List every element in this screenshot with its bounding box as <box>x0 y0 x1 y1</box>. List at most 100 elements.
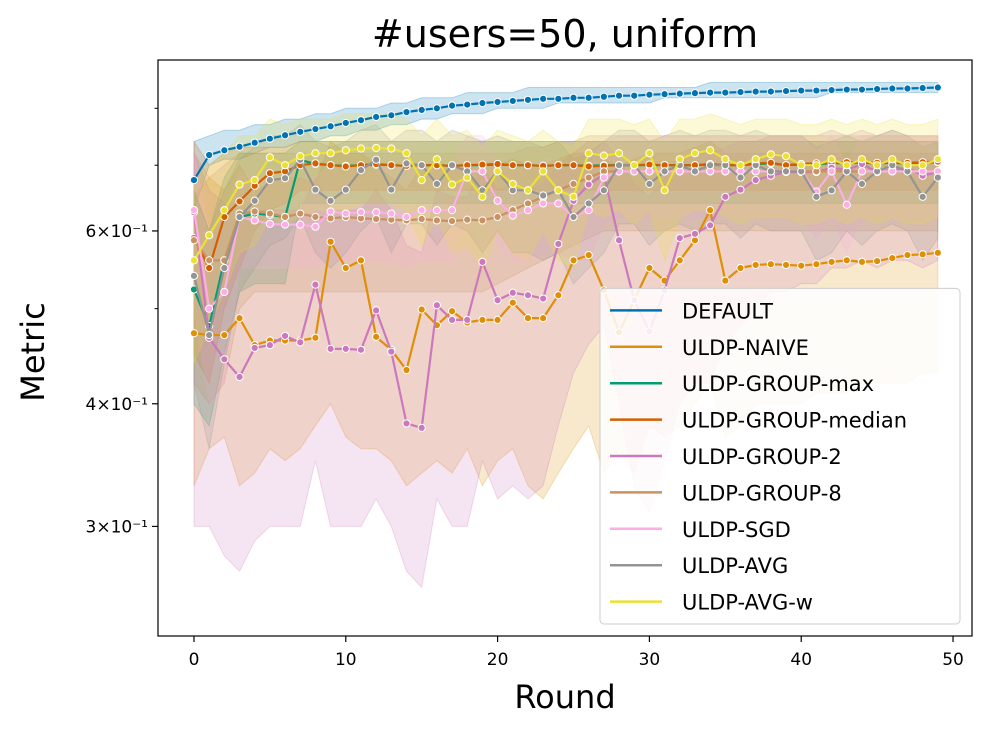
point-marker <box>736 88 745 97</box>
point-marker <box>584 206 593 215</box>
legend-label: DEFAULT <box>682 299 773 323</box>
point-marker <box>539 94 548 103</box>
point-marker <box>645 149 654 158</box>
point-marker <box>812 86 821 95</box>
point-marker <box>463 100 472 109</box>
point-marker <box>766 260 775 269</box>
confidence-band <box>193 113 939 364</box>
point-marker <box>493 296 502 305</box>
point-marker <box>493 167 502 176</box>
point-marker <box>614 161 624 170</box>
point-marker <box>812 260 821 269</box>
point-marker <box>523 199 533 208</box>
plot-frame <box>157 59 973 637</box>
y-tick-label: 6×10⁻¹ <box>86 222 148 242</box>
point-marker <box>280 212 290 222</box>
point-marker <box>736 185 745 194</box>
point-marker <box>842 85 851 94</box>
point-marker <box>888 155 897 164</box>
point-marker <box>250 343 259 353</box>
point-marker <box>432 179 441 189</box>
point-marker <box>356 208 366 217</box>
point-marker <box>842 161 851 170</box>
point-marker <box>569 161 578 170</box>
legend-label: ULDP-SGD <box>682 518 791 542</box>
point-marker <box>660 90 669 99</box>
point-marker <box>721 276 730 285</box>
point-marker <box>584 173 593 182</box>
point-marker <box>539 314 548 323</box>
point-marker <box>478 167 487 176</box>
point-marker <box>463 315 472 324</box>
point-marker <box>235 142 244 151</box>
confidence-band <box>193 135 939 405</box>
y-tick-label: 3×10⁻¹ <box>86 517 148 537</box>
point-marker <box>873 257 882 266</box>
point-marker <box>766 158 775 167</box>
point-marker <box>614 236 624 245</box>
point-marker <box>235 212 244 222</box>
point-marker <box>614 149 624 158</box>
point-marker <box>205 304 214 313</box>
point-marker <box>372 332 381 341</box>
point-marker <box>630 91 639 100</box>
point-marker <box>766 87 775 96</box>
point-marker <box>690 229 700 238</box>
point-marker <box>599 92 608 101</box>
point-marker <box>751 260 760 270</box>
point-marker <box>797 161 806 170</box>
point-marker <box>296 220 305 229</box>
point-marker <box>736 173 745 182</box>
point-marker <box>660 167 669 176</box>
point-marker <box>235 180 244 189</box>
point-marker <box>675 256 684 265</box>
point-marker <box>372 214 381 224</box>
point-marker <box>311 280 320 289</box>
point-marker <box>827 155 836 164</box>
point-marker <box>706 161 715 170</box>
point-marker <box>280 220 290 229</box>
point-marker <box>751 176 760 185</box>
point-marker <box>417 176 426 185</box>
point-marker <box>447 206 457 215</box>
point-marker <box>523 186 533 195</box>
point-marker <box>584 180 593 189</box>
point-marker <box>918 250 927 259</box>
point-marker <box>888 84 897 93</box>
point-marker <box>372 143 381 153</box>
point-marker <box>933 173 942 182</box>
confidence-band <box>193 82 939 211</box>
point-marker <box>189 176 199 185</box>
point-marker <box>630 161 639 170</box>
point-marker <box>432 206 441 215</box>
point-marker <box>508 298 517 307</box>
point-marker <box>903 161 912 170</box>
point-marker <box>478 98 487 108</box>
point-marker <box>721 88 730 97</box>
point-marker <box>220 330 229 340</box>
point-marker <box>508 179 517 189</box>
point-marker <box>189 329 199 338</box>
confidence-band <box>193 123 939 449</box>
point-marker <box>326 149 335 158</box>
point-marker <box>311 333 320 342</box>
point-marker <box>296 209 305 218</box>
point-marker <box>903 250 912 260</box>
y-axis-label: Metric <box>14 302 52 401</box>
legend: DEFAULT ULDP-NAIVE ULDP-GROUP-max ULDP-GROU… <box>599 287 961 625</box>
point-marker <box>554 291 563 300</box>
point-marker <box>523 95 533 104</box>
point-marker <box>599 186 608 195</box>
point-marker <box>220 146 229 155</box>
point-marker <box>933 83 942 92</box>
point-marker <box>721 192 730 201</box>
point-marker <box>296 338 305 347</box>
point-marker <box>523 314 533 323</box>
legend-label: ULDP-AVG <box>682 554 788 578</box>
point-marker <box>280 331 290 341</box>
point-marker <box>827 186 836 195</box>
point-marker <box>220 263 229 273</box>
point-marker <box>736 161 745 170</box>
point-marker <box>493 97 502 107</box>
point-marker <box>584 250 593 260</box>
